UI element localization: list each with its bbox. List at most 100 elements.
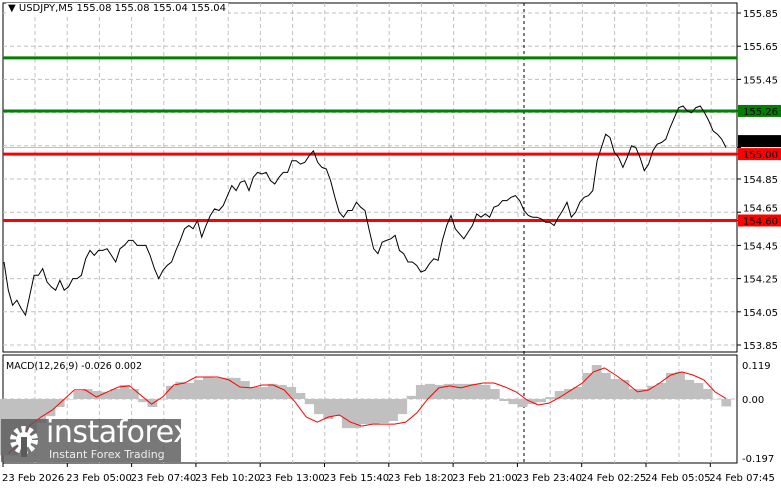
macd-bar xyxy=(64,399,74,400)
macd-title: MACD(12,26,9) -0.026 0.002 xyxy=(6,361,143,372)
x-tick-label: 23 Feb 10:20 xyxy=(195,473,261,484)
macd-bar xyxy=(545,397,556,399)
macd-bar xyxy=(314,399,324,415)
macd-bar xyxy=(184,383,195,399)
y-tick-label: 155.65 xyxy=(743,42,778,53)
macd-bar xyxy=(267,383,278,399)
price-label-bg xyxy=(738,214,781,227)
macd-bar xyxy=(249,387,260,399)
macd-bar xyxy=(721,399,732,407)
macd-bar xyxy=(554,391,565,399)
y-tick-label: 155.45 xyxy=(743,75,778,86)
macd-bar xyxy=(240,381,250,399)
symbol-label: USDJPY,M5 xyxy=(18,3,74,14)
price-line xyxy=(3,105,727,317)
macd-y-tick-label: 0.119 xyxy=(742,361,771,372)
y-tick-label: 154.05 xyxy=(743,308,778,319)
y-tick-label: 154.65 xyxy=(743,204,778,215)
macd-bar xyxy=(193,379,204,399)
watermark-tagline: Instant Forex Trading xyxy=(49,448,165,461)
macd-bar xyxy=(119,385,130,399)
macd-bar xyxy=(508,399,519,405)
macd-bar xyxy=(647,385,658,399)
macd-bar xyxy=(304,399,315,405)
chart-title: ▼ USDJPY,M5 155.08 155.08 155.04 155.04 xyxy=(6,3,228,14)
macd-bar xyxy=(582,373,593,399)
y-tick-label: 155.04 xyxy=(743,137,778,148)
macd-bar xyxy=(415,385,426,399)
y-tick-label: 155.00 xyxy=(743,150,778,161)
macd-bar xyxy=(128,389,139,399)
x-tick-label: 23 Feb 21:00 xyxy=(452,473,518,484)
macd-bar xyxy=(684,379,695,399)
macd-bar xyxy=(489,389,500,399)
y-tick-label: 154.45 xyxy=(743,241,778,252)
macd-bar xyxy=(286,387,297,399)
macd-bar xyxy=(665,373,676,399)
macd-bar xyxy=(82,389,93,399)
macd-y-tick-label: 0.00 xyxy=(742,395,764,406)
macd-bar xyxy=(156,399,167,400)
price-label-bg xyxy=(738,104,781,117)
price-label-bg xyxy=(738,135,781,148)
macd-bar xyxy=(277,385,287,399)
macd-bar xyxy=(388,399,398,421)
macd-bar xyxy=(332,399,343,417)
macd-bar xyxy=(175,381,185,399)
x-tick-label: 24 Feb 07:45 xyxy=(709,473,775,484)
macd-bar xyxy=(610,379,621,399)
macd-bar xyxy=(36,399,47,423)
macd-bar xyxy=(221,377,232,399)
price-panel xyxy=(2,2,738,353)
y-tick-label: 153.85 xyxy=(743,341,778,352)
macd-bar xyxy=(526,399,537,405)
macd-bar xyxy=(101,391,111,399)
macd-bar xyxy=(406,395,417,399)
macd-y-tick-label: -0.197 xyxy=(742,454,774,465)
y-tick-label: 154.25 xyxy=(743,275,778,286)
macd-bar xyxy=(203,377,213,399)
macd-bar xyxy=(351,399,361,429)
watermark-brand: instaforex xyxy=(46,415,191,450)
macd-bar xyxy=(591,365,602,399)
y-tick-label: 155.85 xyxy=(743,9,778,20)
x-tick-label: 23 Feb 15:40 xyxy=(324,473,390,484)
macd-bar xyxy=(147,399,158,407)
watermark: instaforex Instant Forex Trading xyxy=(1,415,191,462)
macd-bar xyxy=(638,389,648,399)
macd-signal-line xyxy=(7,367,727,454)
macd-bar xyxy=(471,383,482,399)
macd-bar xyxy=(675,371,685,399)
triangle-down-icon[interactable]: ▼ xyxy=(8,3,16,14)
macd-bar xyxy=(73,391,84,399)
macd-bar xyxy=(397,399,408,415)
macd-bar xyxy=(702,389,713,399)
macd-bar xyxy=(434,385,445,399)
price-label-bg xyxy=(738,148,781,161)
macd-bar xyxy=(452,383,463,399)
macd-bar xyxy=(425,383,435,399)
macd-bar xyxy=(110,389,121,399)
macd-bar xyxy=(619,379,630,399)
x-tick-label: 23 Feb 23:40 xyxy=(516,473,582,484)
macd-bar xyxy=(138,399,148,403)
x-tick-label: 23 Feb 05:00 xyxy=(66,473,132,484)
macd-bar xyxy=(165,385,176,399)
macd-bar xyxy=(295,393,306,399)
macd-bar xyxy=(536,399,546,403)
macd-bar xyxy=(45,399,56,417)
macd-bar xyxy=(693,383,704,399)
macd-bar xyxy=(341,399,352,429)
ohlc-values: 155.08 155.08 155.04 155.04 xyxy=(76,3,226,14)
macd-bar xyxy=(517,399,528,407)
macd-bar xyxy=(378,399,389,423)
macd-bar xyxy=(499,399,509,401)
x-tick-label: 24 Feb 05:05 xyxy=(645,473,711,484)
macd-bar xyxy=(656,383,667,399)
macd-bar xyxy=(91,391,102,399)
y-tick-label: 154.85 xyxy=(743,175,778,186)
macd-bar xyxy=(27,399,37,437)
gear-logo-icon xyxy=(10,426,38,457)
macd-bar xyxy=(258,387,269,399)
macd-bar xyxy=(360,399,371,425)
